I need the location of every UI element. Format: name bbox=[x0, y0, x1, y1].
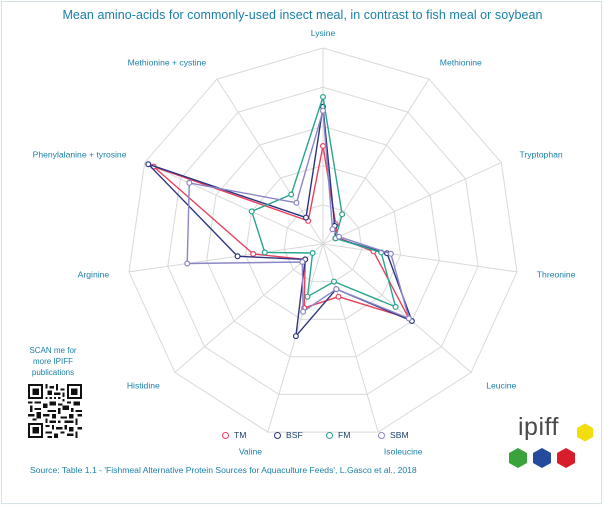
axis-label-6: Isoleucine bbox=[384, 446, 423, 456]
scan-line-3: publications bbox=[31, 368, 75, 377]
grid-spoke-10 bbox=[144, 162, 324, 245]
data-point-fm-11 bbox=[288, 191, 295, 198]
legend-label-sbm: SBM bbox=[390, 430, 409, 440]
data-point-sbm-11 bbox=[293, 199, 300, 206]
qr-code-icon[interactable] bbox=[28, 384, 82, 438]
legend-marker-tm bbox=[222, 431, 229, 439]
data-point-sbm-2 bbox=[329, 226, 336, 233]
data-point-tm-1 bbox=[320, 143, 327, 150]
axis-label-3: Tryptophan bbox=[520, 149, 563, 159]
data-point-sbm-8 bbox=[299, 259, 306, 266]
data-point-bsf-11 bbox=[303, 214, 310, 221]
grid-spoke-4 bbox=[322, 243, 518, 273]
source-note: Source: Table 1.1 - 'Fishmeal Alternativ… bbox=[30, 465, 417, 475]
axis-label-1: Lysine bbox=[311, 28, 336, 38]
grid-ring-5 bbox=[128, 47, 518, 433]
grid-ring-4 bbox=[167, 86, 479, 395]
axis-label-5: Leucine bbox=[486, 380, 516, 390]
legend-item-fm: FM bbox=[326, 429, 378, 441]
grid-ring-2 bbox=[244, 165, 402, 320]
data-point-fm-8 bbox=[309, 250, 316, 257]
data-point-sbm-10 bbox=[186, 179, 193, 186]
legend-marker-sbm bbox=[378, 431, 385, 439]
data-point-bsf-9 bbox=[234, 253, 241, 260]
logo-hex-red bbox=[557, 448, 575, 468]
axis-label-9: Arginine bbox=[78, 270, 110, 280]
data-point-fm-6 bbox=[331, 278, 338, 285]
scan-caption: SCAN me for more IPIFF publications bbox=[16, 345, 90, 378]
axis-label-11: Methionine + cystine bbox=[128, 57, 207, 67]
series-line-fm bbox=[250, 96, 397, 308]
data-point-fm-5 bbox=[392, 303, 399, 310]
ipiff-logo-icon bbox=[509, 423, 593, 468]
data-point-sbm-9 bbox=[184, 260, 191, 267]
data-point-sbm-1 bbox=[320, 107, 327, 114]
data-point-sbm-6 bbox=[333, 286, 340, 293]
legend-item-tm: TM bbox=[222, 429, 274, 441]
ipiff-logo-text: ipiff bbox=[518, 413, 559, 441]
data-point-fm-2 bbox=[339, 211, 346, 218]
grid-ring-1 bbox=[283, 204, 363, 283]
data-point-fm-7 bbox=[304, 293, 311, 300]
data-point-fm-9 bbox=[261, 249, 268, 256]
grid-spoke-3 bbox=[322, 162, 502, 245]
grid-spoke-8 bbox=[174, 243, 324, 373]
legend-label-fm: FM bbox=[338, 430, 351, 440]
data-point-tm-9 bbox=[250, 251, 257, 258]
grid-ring-3 bbox=[206, 125, 440, 358]
data-point-bsf-10 bbox=[145, 161, 152, 168]
data-point-fm-10 bbox=[248, 208, 255, 215]
axis-label-8: Histidine bbox=[127, 380, 160, 390]
axis-label-10: Phenylalanine + tyrosine bbox=[33, 149, 127, 159]
scan-line-1: SCAN me for bbox=[29, 346, 77, 355]
axis-label-7: Valine bbox=[239, 446, 262, 456]
chart-title: Mean amino-acids for commonly-used insec… bbox=[62, 8, 543, 22]
legend-item-sbm: SBM bbox=[378, 429, 430, 441]
data-point-sbm-7 bbox=[300, 308, 307, 315]
data-point-sbm-4 bbox=[387, 250, 394, 257]
scan-line-2: more IPIFF bbox=[32, 357, 73, 366]
logo-hex-green bbox=[509, 448, 527, 468]
data-point-sbm-5 bbox=[405, 315, 412, 322]
grid-spoke-9 bbox=[128, 243, 324, 273]
grid-spoke-6 bbox=[322, 243, 379, 433]
legend-label-tm: TM bbox=[234, 430, 247, 440]
data-point-bsf-7 bbox=[292, 333, 299, 340]
logo-hex-yellow bbox=[577, 423, 593, 442]
legend: TM BSF FM SBM bbox=[222, 429, 430, 441]
data-point-fm-1 bbox=[320, 93, 327, 100]
logo-hex-blue bbox=[533, 448, 551, 468]
legend-marker-bsf bbox=[274, 431, 281, 439]
legend-item-bsf: BSF bbox=[274, 429, 326, 441]
series-line-tm bbox=[152, 145, 410, 320]
data-point-sbm-3 bbox=[336, 233, 343, 240]
legend-marker-fm bbox=[326, 431, 333, 439]
axis-label-4: Threonine bbox=[537, 270, 576, 280]
legend-label-bsf: BSF bbox=[286, 430, 303, 440]
data-point-tm-6 bbox=[335, 293, 342, 300]
axis-label-2: Methionine bbox=[440, 57, 482, 67]
